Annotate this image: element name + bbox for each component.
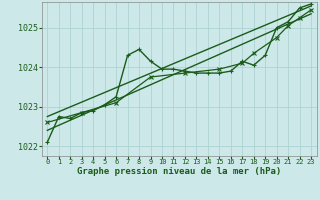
- X-axis label: Graphe pression niveau de la mer (hPa): Graphe pression niveau de la mer (hPa): [77, 167, 281, 176]
